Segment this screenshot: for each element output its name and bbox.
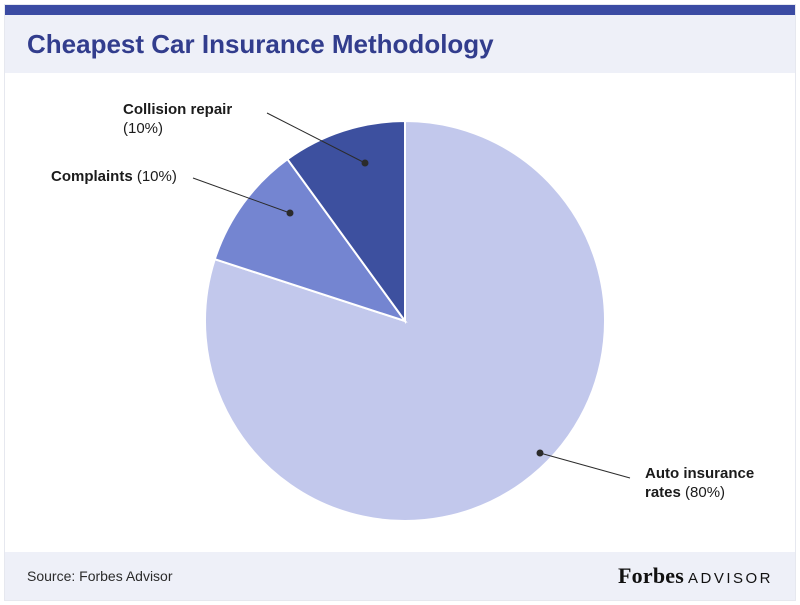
accent-bar bbox=[5, 5, 795, 15]
brand-logo: Forbes ADVISOR bbox=[618, 563, 773, 589]
brand-forbes: Forbes bbox=[618, 563, 684, 589]
callout-label-auto_rates: Auto insurancerates (80%) bbox=[645, 465, 754, 503]
title-bar: Cheapest Car Insurance Methodology bbox=[5, 15, 795, 73]
chart-title: Cheapest Car Insurance Methodology bbox=[27, 29, 494, 60]
infographic-card: Cheapest Car Insurance Methodology Auto … bbox=[4, 4, 796, 601]
callout-label-complaints: Complaints (10%) bbox=[51, 168, 177, 187]
pie-chart: Auto insurancerates (80%) Complaints (10%… bbox=[5, 73, 795, 551]
brand-advisor: ADVISOR bbox=[688, 570, 773, 587]
callout-label-collision: Collision repair(10%) bbox=[123, 101, 232, 139]
footer-bar: Source: Forbes Advisor Forbes ADVISOR bbox=[5, 552, 795, 600]
source-text: Source: Forbes Advisor bbox=[27, 568, 173, 584]
